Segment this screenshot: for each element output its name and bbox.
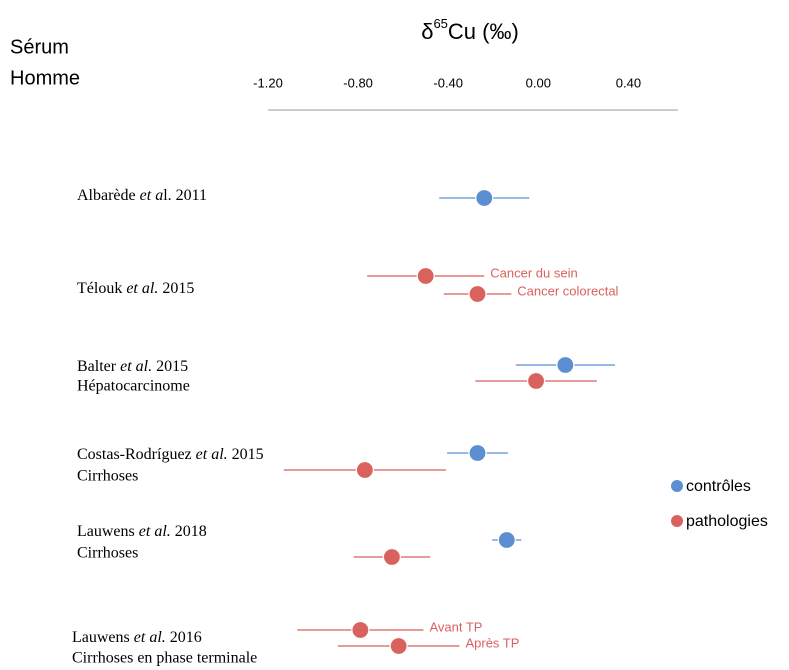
legend-label: pathologies: [686, 513, 768, 530]
study-label-part: et al.: [126, 280, 158, 297]
study-label-part: 2018: [171, 523, 207, 540]
study-label: Lauwens et al. 2018: [77, 523, 207, 540]
point: [468, 443, 487, 463]
corner-label: Homme: [10, 67, 80, 89]
study-label-part: Lauwens: [77, 523, 139, 540]
study-subtitle: Cirrhoses: [77, 468, 138, 485]
point-label: Avant TP: [429, 619, 482, 634]
legend-marker: [671, 480, 683, 492]
study-label-part: 2015: [152, 358, 188, 375]
corner-label: Sérum: [10, 36, 69, 58]
point-label: Cancer du sein: [490, 265, 577, 280]
point: [389, 636, 408, 656]
study-label: Albarède et al. 2011: [77, 187, 207, 204]
point: [526, 371, 546, 391]
x-tick-label: 0.00: [526, 75, 551, 90]
point-label: Cancer colorectal: [517, 283, 618, 298]
study-label-part: Albarède: [77, 187, 140, 204]
point: [468, 284, 487, 304]
point: [556, 355, 575, 375]
study-label-part: Costas-Rodríguez: [77, 446, 196, 463]
study-label: Balter et al. 2015: [77, 358, 188, 375]
legend-label: contrôles: [686, 478, 751, 495]
point: [355, 460, 374, 480]
chart-title: δ65Cu (‰): [421, 16, 519, 43]
study-label: Télouk et al. 2015: [77, 280, 194, 297]
study-label-part: Télouk: [77, 280, 126, 297]
study-label: Costas-Rodríguez et al. 2015: [77, 446, 264, 463]
study-label-part: et al.: [139, 523, 171, 540]
study-label-part: et al.: [120, 358, 152, 375]
point: [475, 188, 494, 208]
study-label-part: 2015: [158, 280, 194, 297]
point: [351, 620, 370, 640]
point-label: Après TP: [465, 635, 519, 650]
study-label-part: et al.: [196, 446, 228, 463]
study-label-part: Lauwens: [72, 629, 134, 646]
x-tick-label: -0.80: [343, 75, 373, 90]
study-label-part: 2016: [166, 629, 202, 646]
study-label-part: l. 2011: [163, 187, 207, 204]
x-tick-label: -1.20: [253, 75, 283, 90]
point: [416, 266, 435, 286]
x-tick-label: -0.40: [433, 75, 463, 90]
study-subtitle: Cirrhoses en phase terminale: [72, 650, 257, 667]
x-tick-label: 0.40: [616, 75, 641, 90]
point: [382, 547, 402, 567]
point: [497, 530, 516, 550]
legend-marker: [671, 515, 683, 527]
study-label-part: et a: [140, 187, 164, 204]
study-label-part: Balter: [77, 358, 120, 375]
study-label: Lauwens et al. 2016: [72, 629, 202, 646]
study-label-part: et al.: [134, 629, 166, 646]
study-subtitle: Hépatocarcinome: [77, 378, 190, 395]
study-subtitle: Cirrhoses: [77, 545, 138, 562]
study-label-part: 2015: [228, 446, 264, 463]
